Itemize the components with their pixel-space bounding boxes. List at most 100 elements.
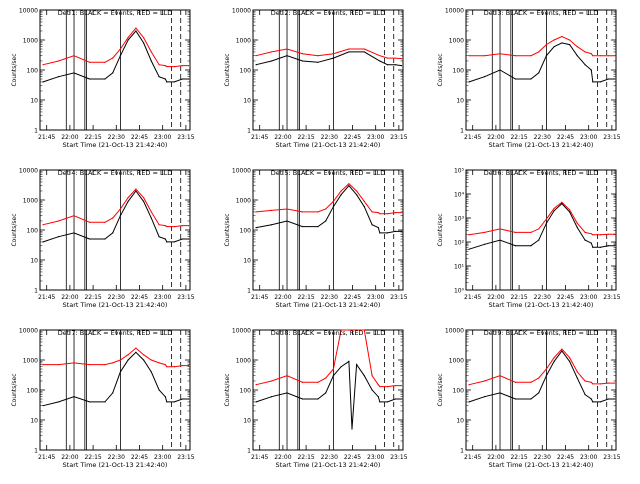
series-point-events [104, 238, 106, 240]
series-point-events [143, 42, 145, 44]
series-point-lld [57, 364, 60, 366]
x-tick-label: 23:15 [390, 134, 407, 141]
series-point-lld [483, 231, 486, 234]
x-tick-label: 22:00 [61, 454, 78, 461]
y-tick-label: 10¹ [454, 264, 465, 271]
series-point-events [166, 401, 168, 403]
series-point-events [340, 194, 342, 196]
series-point-events [325, 392, 327, 394]
y-tick-label: 1 [247, 448, 251, 455]
y-tick-label: 10² [454, 240, 465, 247]
series-point-events [73, 232, 75, 234]
series-line-events [255, 51, 402, 67]
series-point-lld [379, 55, 381, 57]
series-point-lld [173, 366, 176, 368]
detector-panel-7: 1 10 100 1000 10000 21:45 22:00 22:15 22:30 22:45… [11, 328, 195, 470]
x-tick-label: 21:45 [464, 294, 481, 301]
series-point-events [127, 359, 129, 361]
detector-panel-3: 1 10 100 1000 10000 21:45 22:00 22:15 22:30 22:45… [437, 8, 621, 150]
series-point-lld [363, 48, 365, 50]
series-point-lld [135, 347, 137, 349]
series-point-lld [73, 215, 75, 217]
series-point-events [187, 398, 190, 400]
series-point-lld [545, 44, 548, 46]
series-point-lld [356, 190, 358, 192]
x-tick-label: 22:45 [557, 294, 574, 301]
series-point-events [135, 190, 137, 192]
series-point-lld [590, 233, 592, 235]
series-point-lld [351, 329, 353, 331]
series-point-events [57, 236, 60, 238]
series-point-events [286, 220, 288, 222]
x-tick-label: 23:15 [177, 134, 194, 141]
series-point-events [348, 360, 350, 362]
series-point-lld [363, 329, 365, 331]
series-point-events [255, 64, 257, 66]
series-point-lld [73, 55, 75, 57]
series-point-lld [607, 233, 609, 235]
series-point-events [561, 42, 563, 44]
series-line-events [42, 351, 189, 407]
series-point-lld [377, 384, 379, 386]
series-point-events [356, 364, 358, 366]
x-tick-label: 22:30 [108, 134, 125, 141]
series-point-events [73, 72, 75, 74]
panel-title: Det 8: BLACK = Events, RED = LLD [271, 329, 386, 337]
series-point-events [483, 396, 486, 398]
series-point-lld [499, 375, 501, 377]
series-point-events [371, 224, 373, 226]
plot-frame [252, 329, 404, 451]
detector-panel-6: 10⁰ 10¹ 10² 10³ 10⁴ 10⁵ 21:45 22:00 22:15 22:30 22… [437, 168, 621, 310]
series-point-lld [590, 53, 592, 55]
series-point-events [590, 69, 592, 71]
series-point-events [143, 200, 145, 202]
series-point-lld [112, 217, 114, 219]
panel-title: Det 6: BLACK = Events, RED = LLD [484, 169, 599, 177]
series-point-events [584, 394, 586, 396]
y-axis-label: Counts/sec [224, 213, 231, 246]
series-line-lld [255, 48, 402, 60]
series-point-events [356, 194, 358, 196]
series-point-lld [592, 383, 594, 385]
y-tick-label: 1 [460, 128, 464, 135]
series-point-events [371, 389, 373, 391]
series-point-lld [348, 329, 350, 331]
series-point-events [104, 401, 106, 403]
series-point-lld [166, 225, 168, 228]
series-point-events [150, 217, 152, 219]
plot-frame [465, 169, 617, 291]
series-point-events [538, 392, 540, 394]
series-point-events [468, 81, 470, 83]
y-tick-label: 100 [27, 228, 39, 235]
series-point-events [173, 81, 176, 83]
series-point-lld [187, 65, 190, 67]
series-point-events [377, 396, 379, 398]
series-point-events [394, 398, 396, 400]
series-point-lld [386, 57, 389, 59]
x-tick-label: 23:15 [603, 294, 620, 301]
series-point-events [112, 232, 114, 234]
x-tick-label: 22:30 [534, 134, 551, 141]
series-point-lld [143, 354, 145, 356]
panel-title: Det 2: BLACK = Events, RED = LLD [271, 9, 386, 17]
x-tick-label: 22:45 [344, 134, 361, 141]
series-point-events [119, 215, 122, 217]
series-point-events [514, 398, 517, 400]
y-tick-label: 10000 [19, 168, 38, 175]
series-point-lld [255, 211, 257, 213]
series-point-lld [590, 381, 592, 383]
series-point-lld [607, 382, 609, 384]
series-point-lld [340, 190, 342, 192]
series-point-events [545, 375, 548, 377]
series-point-events [363, 51, 365, 53]
series-point-lld [42, 224, 44, 226]
x-tick-label: 22:15 [510, 454, 527, 461]
series-point-events [576, 226, 578, 229]
series-point-lld [561, 201, 563, 203]
x-tick-label: 22:00 [274, 294, 291, 301]
x-tick-label: 21:45 [464, 134, 481, 141]
series-point-lld [181, 65, 183, 67]
series-point-events [538, 239, 540, 241]
